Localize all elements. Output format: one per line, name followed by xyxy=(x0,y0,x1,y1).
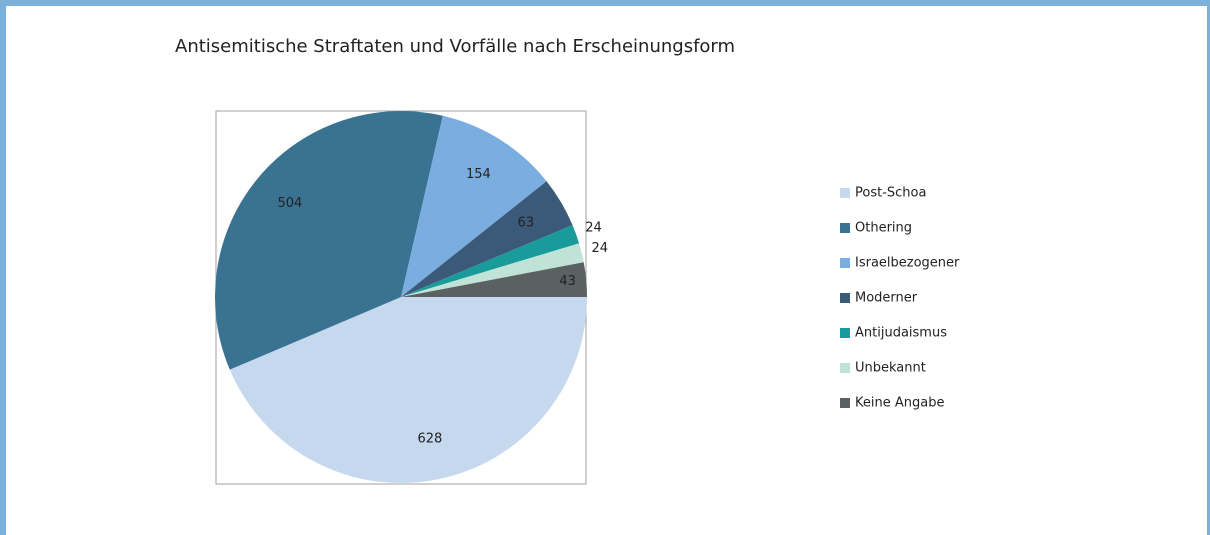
legend-label: Moderner xyxy=(855,291,918,306)
pie-slice xyxy=(401,262,587,297)
data-label: 628 xyxy=(418,432,443,447)
pie-slice xyxy=(401,243,584,297)
data-label: 24 xyxy=(585,220,602,235)
pie-slice xyxy=(229,297,587,484)
data-label: 24 xyxy=(591,241,608,256)
data-label: 63 xyxy=(518,216,535,231)
data-label: 43 xyxy=(559,274,576,289)
legend-label: Israelbezogener xyxy=(855,256,960,271)
legend-label: Antijudaismus xyxy=(855,326,947,341)
pie-slice xyxy=(401,181,573,297)
legend-swatch xyxy=(840,188,850,198)
legend-swatch xyxy=(840,223,850,233)
legend-swatch xyxy=(840,363,850,373)
legend-label: Othering xyxy=(855,221,912,236)
data-label: 154 xyxy=(466,167,491,182)
legend-label: Post-Schoa xyxy=(855,186,926,201)
pie-slice xyxy=(215,111,443,370)
legend-swatch xyxy=(840,398,850,408)
data-label: 504 xyxy=(277,196,302,211)
legend-swatch xyxy=(840,258,850,268)
legend-label: Unbekannt xyxy=(855,361,926,376)
legend-swatch xyxy=(840,293,850,303)
legend-swatch xyxy=(840,328,850,338)
pie-slice xyxy=(401,225,580,297)
legend-label: Keine Angabe xyxy=(855,396,944,411)
pie-slice xyxy=(401,115,547,297)
chart-title: Antisemitische Straftaten und Vorfälle n… xyxy=(175,36,735,57)
